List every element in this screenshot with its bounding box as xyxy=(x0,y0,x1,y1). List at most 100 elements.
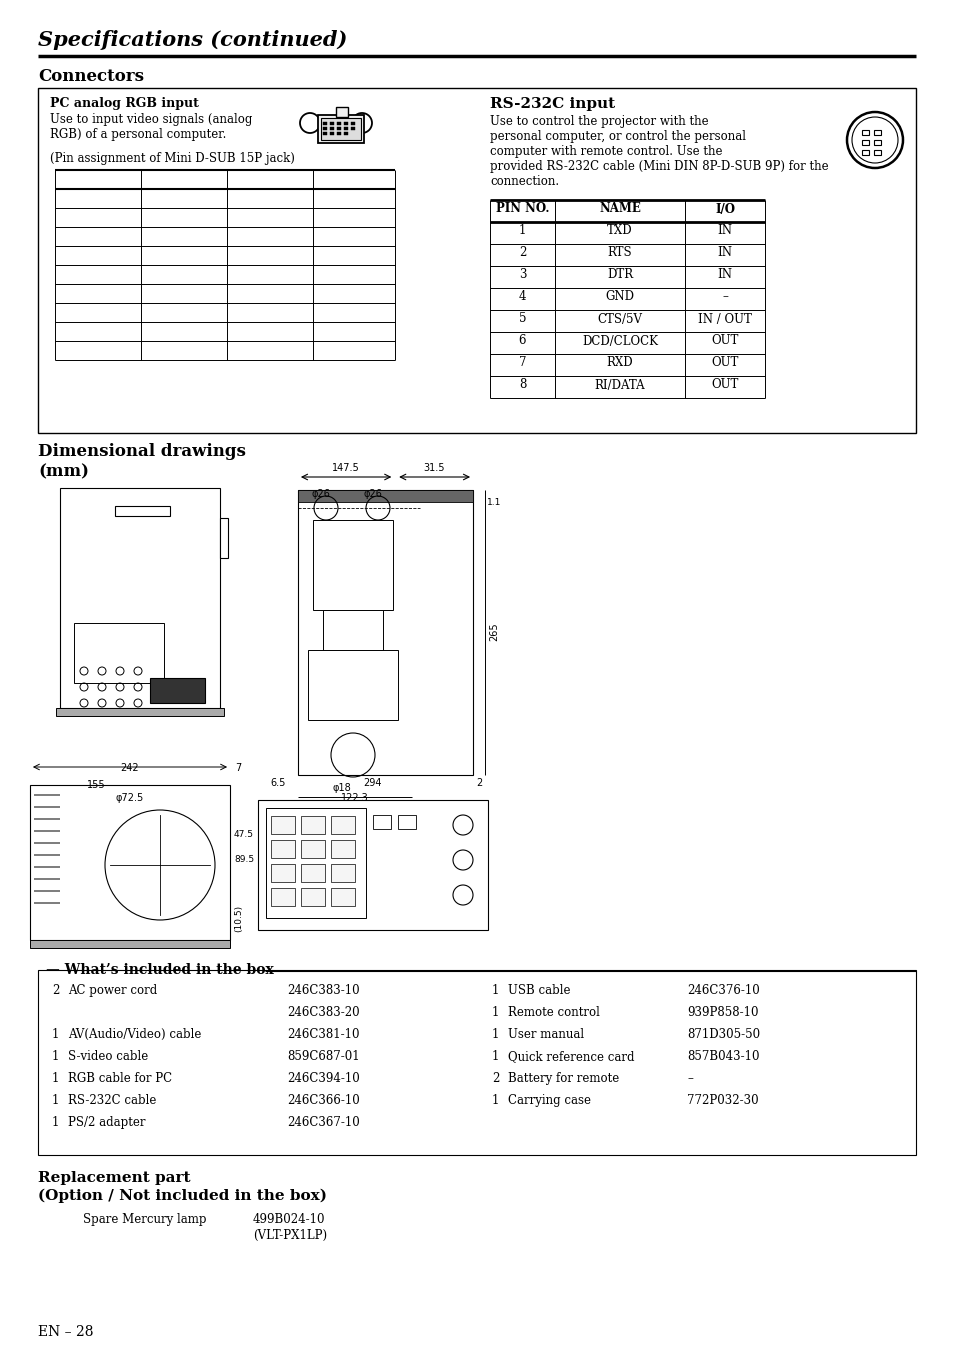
Text: EN – 28: EN – 28 xyxy=(38,1325,93,1339)
Text: 1: 1 xyxy=(52,1116,59,1129)
Bar xyxy=(344,127,348,130)
Bar xyxy=(30,785,230,940)
Text: RTS: RTS xyxy=(607,246,632,259)
Bar xyxy=(317,115,364,143)
Text: IN / OUT: IN / OUT xyxy=(698,312,751,326)
Bar xyxy=(323,611,382,650)
Text: 1: 1 xyxy=(52,1071,59,1085)
Text: Use to control the projector with the: Use to control the projector with the xyxy=(490,115,708,128)
Text: 89.5: 89.5 xyxy=(233,855,253,865)
Text: NAME: NAME xyxy=(598,203,640,216)
Text: φ26: φ26 xyxy=(364,489,382,499)
Bar xyxy=(301,840,325,858)
Bar xyxy=(220,517,228,558)
Text: 7: 7 xyxy=(234,763,241,773)
Bar xyxy=(874,130,881,135)
Bar xyxy=(331,816,355,834)
Text: (VLT-PX1LP): (VLT-PX1LP) xyxy=(253,1229,327,1242)
Text: AC power cord: AC power cord xyxy=(68,984,157,997)
Text: Replacement part: Replacement part xyxy=(38,1171,191,1185)
Text: (mm): (mm) xyxy=(38,463,89,480)
Text: Battery for remote: Battery for remote xyxy=(507,1071,618,1085)
Text: AV(Audio/Video) cable: AV(Audio/Video) cable xyxy=(68,1028,201,1042)
Bar xyxy=(331,865,355,882)
Text: OUT: OUT xyxy=(711,335,738,347)
Text: 5: 5 xyxy=(518,312,526,326)
Text: 122.3: 122.3 xyxy=(340,793,369,802)
Text: 3: 3 xyxy=(518,269,526,281)
Bar xyxy=(150,678,205,703)
Text: I/O: I/O xyxy=(714,203,734,216)
Text: Dimensional drawings: Dimensional drawings xyxy=(38,443,246,459)
Text: 1: 1 xyxy=(492,984,498,997)
Text: RS-232C cable: RS-232C cable xyxy=(68,1094,156,1106)
Text: 1: 1 xyxy=(492,1050,498,1063)
Text: 246C394-10: 246C394-10 xyxy=(287,1071,359,1085)
Text: USB cable: USB cable xyxy=(507,984,570,997)
Text: 246C366-10: 246C366-10 xyxy=(287,1094,359,1106)
Text: 147.5: 147.5 xyxy=(332,463,359,473)
Bar xyxy=(301,816,325,834)
Text: 859C687-01: 859C687-01 xyxy=(287,1050,359,1063)
Bar xyxy=(60,488,220,708)
Bar xyxy=(320,118,360,141)
Bar xyxy=(862,130,868,135)
Bar xyxy=(335,107,348,118)
Bar xyxy=(297,490,473,775)
Text: DCD/CLOCK: DCD/CLOCK xyxy=(581,335,658,347)
Text: 2: 2 xyxy=(476,778,482,788)
Text: (Pin assignment of Mini D-SUB 15P jack): (Pin assignment of Mini D-SUB 15P jack) xyxy=(50,153,294,165)
Bar xyxy=(323,127,327,130)
Text: 246C376-10: 246C376-10 xyxy=(686,984,759,997)
Bar xyxy=(336,122,340,126)
Text: 246C367-10: 246C367-10 xyxy=(287,1116,359,1129)
Text: DTR: DTR xyxy=(606,269,633,281)
Text: OUT: OUT xyxy=(711,378,738,392)
Text: Carrying case: Carrying case xyxy=(507,1094,590,1106)
Bar xyxy=(862,141,868,145)
Bar xyxy=(373,815,391,830)
Text: 499B024-10: 499B024-10 xyxy=(253,1213,325,1225)
Text: 1: 1 xyxy=(52,1094,59,1106)
Bar xyxy=(874,141,881,145)
Text: provided RS-232C cable (Mini DIN 8P-D-SUB 9P) for the: provided RS-232C cable (Mini DIN 8P-D-SU… xyxy=(490,159,828,173)
Text: Remote control: Remote control xyxy=(507,1006,599,1019)
Text: 8: 8 xyxy=(518,378,526,392)
Text: 265: 265 xyxy=(489,623,498,642)
Text: PIN NO.: PIN NO. xyxy=(496,203,549,216)
Bar xyxy=(38,970,915,1155)
Text: 246C383-10: 246C383-10 xyxy=(287,984,359,997)
Text: 1: 1 xyxy=(492,1028,498,1042)
Bar xyxy=(115,507,170,516)
Text: — What’s included in the box: — What’s included in the box xyxy=(46,963,274,977)
Text: connection.: connection. xyxy=(490,176,558,188)
Text: 155: 155 xyxy=(88,780,106,790)
Text: RGB cable for PC: RGB cable for PC xyxy=(68,1071,172,1085)
Text: 2: 2 xyxy=(52,984,59,997)
Bar xyxy=(397,815,416,830)
Text: IN: IN xyxy=(717,224,732,238)
Bar xyxy=(351,122,355,126)
Text: 246C381-10: 246C381-10 xyxy=(287,1028,359,1042)
Text: IN: IN xyxy=(717,269,732,281)
Text: RGB) of a personal computer.: RGB) of a personal computer. xyxy=(50,128,226,141)
Bar xyxy=(336,127,340,130)
Text: 1: 1 xyxy=(52,1050,59,1063)
Text: 772P032-30: 772P032-30 xyxy=(686,1094,758,1106)
Text: (10.5): (10.5) xyxy=(233,905,243,932)
Bar xyxy=(74,623,164,684)
Text: personal computer, or control the personal: personal computer, or control the person… xyxy=(490,130,745,143)
Text: TXD: TXD xyxy=(606,224,632,238)
Text: 2: 2 xyxy=(492,1071,498,1085)
Bar xyxy=(301,865,325,882)
Bar xyxy=(330,122,334,126)
Bar xyxy=(271,840,294,858)
Bar xyxy=(308,650,397,720)
Text: –: – xyxy=(721,290,727,304)
Bar xyxy=(330,127,334,130)
Text: Specifications (continued): Specifications (continued) xyxy=(38,30,347,50)
Text: 246C383-20: 246C383-20 xyxy=(287,1006,359,1019)
Text: 6: 6 xyxy=(518,335,526,347)
Bar xyxy=(344,122,348,126)
Text: Quick reference card: Quick reference card xyxy=(507,1050,634,1063)
